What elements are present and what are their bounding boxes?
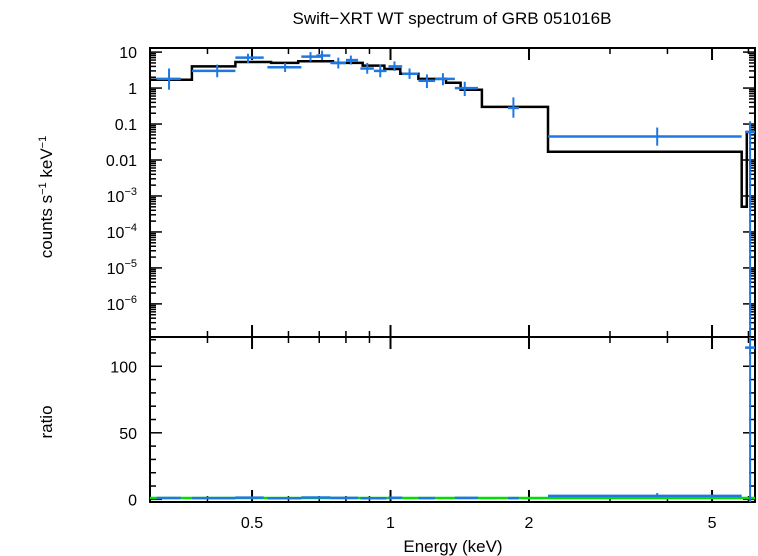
- x-tick-label: 5: [708, 515, 717, 532]
- spectrum-data-point: [507, 97, 519, 118]
- spectrum-data-point: [191, 64, 236, 78]
- spectrum-data-point: [454, 81, 479, 97]
- x-axis-label: Energy (keV): [403, 537, 502, 556]
- x-tick-label: 1: [386, 515, 395, 532]
- ratio-y-tick-label: 0: [128, 492, 137, 509]
- ratio-data-point: [191, 496, 236, 500]
- spectrum-data-point: [267, 62, 302, 72]
- ratio-y-tick-label: 100: [110, 359, 137, 376]
- spectrum-data-point: [316, 50, 331, 61]
- spectrum-data-point: [388, 61, 403, 71]
- spectrum-panel: 10 1 0.1 0.01 10−3 10−4 10−5 10−6: [106, 45, 756, 338]
- spectrum-y-label-sup2: −1: [37, 136, 49, 149]
- ratio-data-point: [360, 497, 387, 500]
- spectrum-y-tick-label: 0.1: [115, 117, 137, 134]
- x-tick-label: 2: [525, 515, 534, 532]
- spectrum-y-label-main: counts s: [37, 195, 56, 258]
- spectrum-y-tick-label: 0.01: [106, 153, 137, 170]
- ratio-data-point: [388, 496, 403, 499]
- spectrum-y-tick-label: 10−6: [107, 294, 137, 314]
- spectrum-y-axis-label: counts s−1 keV−1: [37, 136, 56, 258]
- spectrum-y-label-sup1: −1: [37, 182, 49, 195]
- ratio-data-point: [507, 496, 519, 500]
- ratio-data-point: [454, 496, 479, 500]
- spectrum-data-point: [345, 55, 359, 65]
- spectrum-y-tick-label: 10: [119, 45, 137, 62]
- spectrum-y-tick-label: 10−5: [107, 258, 137, 278]
- model-step-line: [150, 59, 755, 209]
- spectrum-data-point: [330, 57, 346, 69]
- ratio-data-point: [418, 496, 436, 500]
- chart-title: Swift−XRT WT spectrum of GRB 051016B: [293, 9, 612, 28]
- spectrum-data-point: [435, 73, 455, 86]
- ratio-data-point: [301, 496, 331, 499]
- spectrum-y-tick-label: 10−3: [107, 186, 137, 206]
- spectrum-data-point: [548, 127, 742, 146]
- x-tick-label: 0.5: [241, 515, 263, 532]
- spectrum-y-tick-label: 1: [128, 81, 137, 98]
- ratio-y-tick-label: 50: [119, 426, 137, 443]
- ratio-data-point: [156, 496, 181, 500]
- ratio-frame: [149, 336, 756, 503]
- spectrum-data-point: [402, 68, 419, 79]
- ratio-data-point: [235, 496, 264, 499]
- spectrum-frame: [149, 47, 756, 338]
- ratio-data-point: [267, 497, 302, 500]
- spectrum-data-point: [745, 121, 755, 337]
- ratio-data-point: [745, 337, 755, 502]
- spectrum-data-point: [156, 68, 181, 90]
- ratio-data-point: [548, 493, 742, 498]
- spectrum-data-point: [373, 64, 387, 78]
- spectrum-data-point: [360, 62, 374, 74]
- spectrum-data-point: [235, 53, 264, 63]
- ratio-y-axis-label: ratio: [37, 405, 56, 438]
- spectrum-y-tick-label: 10−4: [107, 222, 137, 242]
- spectrum-y-label-mid: keV: [37, 148, 56, 183]
- ratio-data-point: [330, 496, 359, 500]
- spectrum-data-point: [418, 74, 436, 89]
